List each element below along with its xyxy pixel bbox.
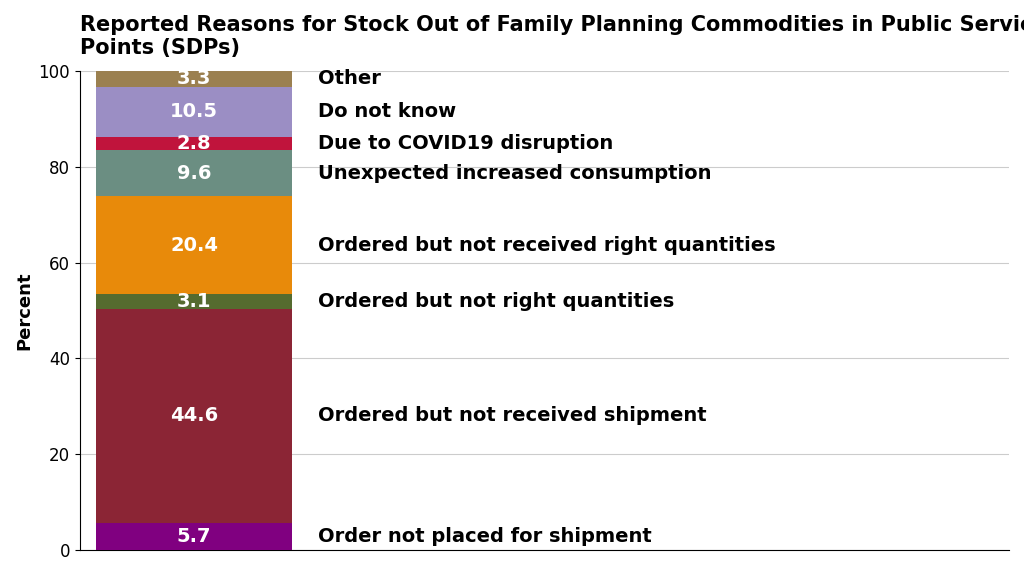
Text: 3.3: 3.3 bbox=[177, 69, 211, 88]
Text: Do not know: Do not know bbox=[317, 103, 456, 122]
Bar bbox=[96, 71, 292, 86]
Text: 9.6: 9.6 bbox=[177, 164, 211, 183]
Bar bbox=[96, 137, 292, 150]
Bar bbox=[96, 294, 292, 309]
Text: Order not placed for shipment: Order not placed for shipment bbox=[317, 527, 651, 546]
Bar bbox=[96, 522, 292, 550]
Text: 10.5: 10.5 bbox=[170, 103, 218, 122]
Bar bbox=[96, 150, 292, 196]
Text: Unexpected increased consumption: Unexpected increased consumption bbox=[317, 164, 712, 183]
Text: Due to COVID19 disruption: Due to COVID19 disruption bbox=[317, 134, 613, 153]
Text: Ordered but not right quantities: Ordered but not right quantities bbox=[317, 292, 674, 311]
Y-axis label: Percent: Percent bbox=[15, 271, 33, 350]
Text: 3.1: 3.1 bbox=[177, 292, 211, 311]
Text: Ordered but not received right quantities: Ordered but not received right quantitie… bbox=[317, 236, 775, 255]
Text: 44.6: 44.6 bbox=[170, 406, 218, 425]
Bar bbox=[96, 309, 292, 522]
Text: 2.8: 2.8 bbox=[177, 134, 211, 153]
Text: Reported Reasons for Stock Out of Family Planning Commodities in Public Service : Reported Reasons for Stock Out of Family… bbox=[80, 15, 1024, 58]
Text: 5.7: 5.7 bbox=[177, 527, 211, 546]
Bar bbox=[96, 196, 292, 294]
Text: Other: Other bbox=[317, 69, 381, 88]
Bar bbox=[96, 86, 292, 137]
Text: Ordered but not received shipment: Ordered but not received shipment bbox=[317, 406, 707, 425]
Text: 20.4: 20.4 bbox=[170, 236, 218, 255]
